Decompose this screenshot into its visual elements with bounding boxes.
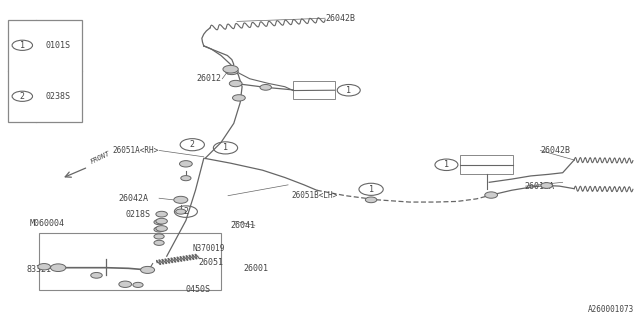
Text: 2: 2	[184, 207, 188, 216]
Text: 26042A: 26042A	[119, 194, 149, 203]
Circle shape	[154, 227, 164, 232]
Circle shape	[260, 84, 271, 90]
Text: 26012: 26012	[196, 74, 221, 83]
Circle shape	[225, 68, 238, 75]
Text: 83321: 83321	[26, 265, 51, 275]
Circle shape	[141, 267, 155, 273]
Circle shape	[156, 218, 168, 224]
Text: 26042B: 26042B	[540, 146, 570, 155]
Circle shape	[179, 161, 192, 167]
Circle shape	[156, 226, 168, 231]
Text: 26001: 26001	[243, 264, 268, 274]
Circle shape	[229, 80, 242, 87]
Circle shape	[173, 196, 188, 203]
Circle shape	[541, 183, 552, 188]
Text: 26051A<RH>: 26051A<RH>	[113, 146, 159, 155]
Circle shape	[156, 211, 168, 217]
Circle shape	[51, 264, 66, 271]
Text: 0218S: 0218S	[125, 210, 150, 219]
Text: 26042B: 26042B	[325, 14, 355, 23]
Text: 1: 1	[20, 41, 25, 50]
Text: 26012A: 26012A	[524, 182, 554, 191]
Circle shape	[119, 281, 132, 287]
Text: 26051B<LH>: 26051B<LH>	[291, 191, 337, 200]
Circle shape	[180, 176, 191, 181]
Circle shape	[484, 192, 497, 198]
Circle shape	[154, 240, 164, 245]
Circle shape	[154, 220, 164, 225]
Text: M060004: M060004	[29, 219, 65, 228]
Bar	[8, 20, 82, 122]
Circle shape	[38, 264, 51, 270]
Text: N370019: N370019	[192, 244, 225, 253]
Circle shape	[223, 65, 238, 73]
Circle shape	[365, 197, 377, 203]
Text: 1: 1	[444, 160, 449, 169]
Circle shape	[91, 272, 102, 278]
Bar	[461, 155, 513, 174]
Text: 1: 1	[369, 185, 374, 194]
Text: FRONT: FRONT	[90, 150, 111, 165]
Text: 2: 2	[20, 92, 25, 101]
Circle shape	[232, 95, 245, 101]
Circle shape	[175, 209, 186, 214]
Circle shape	[133, 282, 143, 287]
Text: 0238S: 0238S	[46, 92, 71, 101]
Text: 2: 2	[190, 140, 195, 149]
Bar	[293, 81, 335, 100]
Text: 0450S: 0450S	[186, 285, 211, 294]
Text: A260001073: A260001073	[588, 305, 634, 314]
Bar	[39, 233, 221, 290]
Text: 0101S: 0101S	[46, 41, 71, 50]
Text: 1: 1	[346, 86, 351, 95]
Text: 1: 1	[223, 143, 228, 152]
Text: 26041: 26041	[230, 221, 255, 230]
Text: 26051: 26051	[198, 258, 223, 267]
Circle shape	[154, 234, 164, 239]
